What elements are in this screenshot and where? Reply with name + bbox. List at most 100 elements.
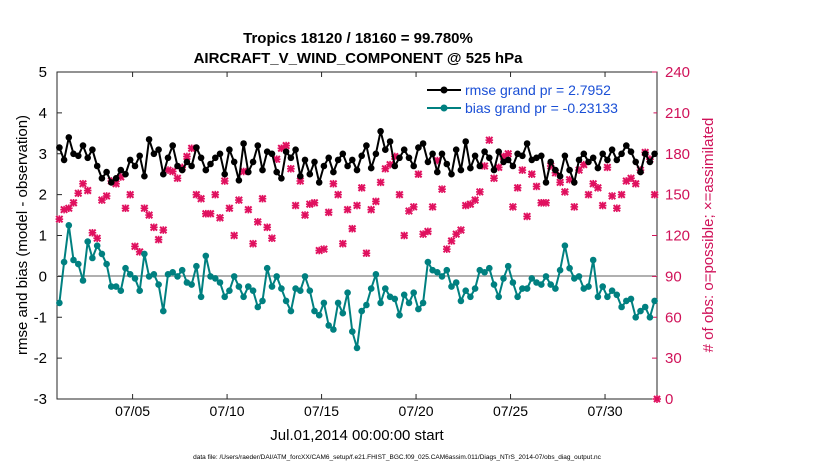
y2-tick-label: 30 — [665, 350, 682, 367]
rmse-point — [599, 150, 606, 158]
bias-point — [230, 273, 238, 280]
assimilated-point — [527, 170, 536, 179]
assimilated-point — [447, 237, 456, 245]
assimilated-point — [126, 190, 135, 199]
bias-point — [438, 273, 446, 280]
assimilated-point — [102, 192, 111, 200]
y-tick-label: -3 — [34, 391, 47, 408]
bias-point — [500, 275, 507, 282]
bias-point — [344, 289, 351, 297]
bias-point — [273, 273, 281, 280]
assimilated-point — [367, 205, 376, 214]
assimilated-point — [343, 205, 352, 214]
legend-rmse-label: rmse grand pr = 2.7952 — [465, 82, 611, 98]
bias-point — [613, 291, 621, 299]
assimilated-point — [556, 178, 565, 187]
assimilated-point — [631, 179, 640, 188]
assimilated-point — [513, 183, 522, 192]
assimilated-point — [253, 217, 262, 226]
rmse-point — [131, 162, 139, 170]
assimilated-point — [159, 226, 168, 234]
rmse-point — [155, 146, 162, 153]
rmse-point — [438, 150, 446, 158]
rmse-point — [467, 164, 474, 172]
assimilated-point — [442, 245, 451, 254]
series-bias — [56, 222, 658, 352]
rmse-point — [396, 154, 403, 162]
bias-point — [651, 297, 658, 305]
bias-point — [249, 287, 257, 295]
bias-point — [301, 273, 309, 280]
assimilated-point — [310, 198, 319, 207]
bias-point — [547, 281, 554, 288]
assimilated-point — [334, 190, 343, 199]
rmse-point — [519, 152, 526, 160]
y-tick-label: -2 — [34, 350, 47, 367]
rmse-point — [112, 175, 120, 182]
bias-point — [202, 252, 210, 260]
y2-axis-label: # of obs: o=possible; ×=assimilated — [700, 118, 717, 353]
bias-point — [188, 281, 195, 288]
bias-point — [93, 242, 101, 249]
rmse-point — [164, 154, 172, 162]
bias-point — [542, 273, 550, 280]
assimilated-point — [475, 187, 484, 196]
rmse-point — [216, 150, 224, 158]
bias-point — [155, 281, 162, 288]
bias-point — [523, 285, 531, 292]
bias-point — [372, 271, 380, 278]
rmse-point — [457, 166, 465, 174]
bias-point — [197, 293, 205, 301]
rmse-point — [627, 148, 635, 155]
bias-point — [415, 305, 422, 313]
rmse-point — [98, 175, 106, 182]
assimilated-point — [409, 202, 418, 211]
rmse-point — [150, 150, 158, 158]
bias-point — [452, 279, 460, 286]
bias-point — [79, 277, 87, 284]
rmse-point — [349, 156, 356, 164]
assimilated-point — [83, 186, 92, 195]
bias-point — [528, 275, 536, 282]
rmse-point — [320, 162, 328, 170]
assimilated-point — [55, 215, 64, 224]
bias-point — [377, 299, 384, 307]
legend-rmse-marker — [440, 86, 448, 94]
assimilated-point — [258, 194, 267, 203]
rmse-point — [240, 140, 247, 147]
bias-point — [419, 299, 427, 307]
assimilated-point — [268, 234, 276, 243]
rmse-point — [538, 152, 545, 160]
bias-point — [297, 287, 304, 295]
bias-point — [339, 309, 347, 317]
bias-point — [117, 287, 125, 295]
rmse-point — [84, 154, 91, 162]
x-tick-label: 07/25 — [493, 403, 528, 419]
rmse-point — [424, 158, 432, 166]
bias-point — [268, 283, 276, 290]
rmse-point — [212, 154, 219, 162]
assimilated-point — [69, 198, 78, 207]
rmse-point — [575, 156, 583, 164]
rmse-point — [79, 142, 87, 149]
assimilated-point — [282, 141, 291, 150]
bias-point — [353, 344, 361, 352]
rmse-point — [330, 168, 337, 176]
rmse-point — [504, 156, 512, 164]
bias-point — [325, 322, 333, 329]
bias-point — [245, 283, 252, 290]
assimilated-point — [93, 234, 102, 243]
assimilated-point — [608, 192, 617, 200]
assimilated-point — [301, 211, 309, 219]
rmse-point — [646, 158, 654, 166]
rmse-point — [334, 156, 342, 164]
assimilated-point — [423, 227, 432, 236]
rmse-point — [382, 146, 389, 153]
rmse-point — [339, 150, 347, 158]
assimilated-point — [612, 204, 621, 213]
rmse-point — [523, 140, 531, 147]
assimilated-point — [145, 211, 154, 219]
rmse-point — [641, 150, 649, 158]
rmse-point — [367, 164, 375, 172]
assimilated-point — [234, 196, 243, 204]
